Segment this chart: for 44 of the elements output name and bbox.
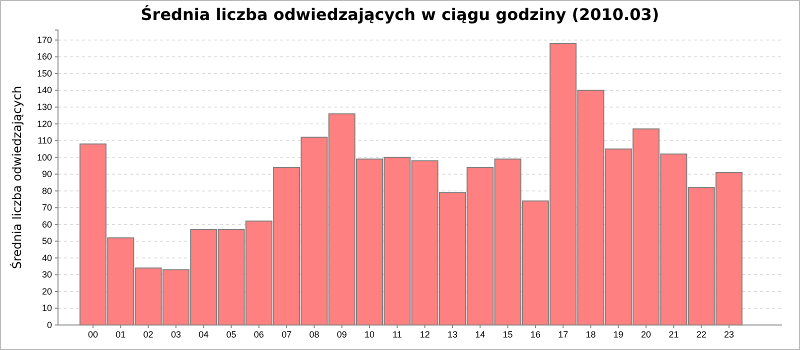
y-tick-label: 130 bbox=[36, 102, 52, 112]
y-tick-label: 90 bbox=[42, 169, 52, 180]
x-tick-label: 05 bbox=[226, 329, 236, 340]
x-tick-label: 13 bbox=[447, 329, 458, 340]
y-tick-label: 0 bbox=[46, 320, 52, 330]
x-tick-label: 00 bbox=[88, 329, 98, 340]
x-tick-label: 20 bbox=[641, 329, 652, 340]
y-tick-label: 70 bbox=[42, 202, 52, 213]
y-tick-label: 30 bbox=[42, 270, 52, 280]
y-tick-label: 120 bbox=[36, 118, 52, 129]
x-tick-label: 14 bbox=[475, 329, 486, 340]
y-tick-label: 50 bbox=[42, 236, 52, 246]
x-tick-label: 22 bbox=[696, 329, 706, 340]
x-tick-label: 08 bbox=[309, 329, 320, 340]
y-tick-label: 140 bbox=[36, 85, 52, 96]
x-tick-label: 09 bbox=[336, 329, 347, 340]
x-tick-label: 16 bbox=[530, 329, 540, 340]
y-tick-label: 170 bbox=[36, 34, 52, 45]
x-tick-label: 10 bbox=[364, 329, 375, 340]
y-tick-label: 150 bbox=[36, 68, 52, 78]
x-tick-label: 23 bbox=[724, 329, 734, 340]
y-tick-label: 100 bbox=[36, 152, 52, 162]
x-tick-label: 01 bbox=[116, 329, 126, 340]
y-axis-title: Średnia liczba odwiedzających bbox=[9, 86, 24, 270]
y-tick-label: 10 bbox=[42, 303, 52, 314]
x-tick-label: 18 bbox=[586, 329, 596, 340]
x-tick-label: 15 bbox=[502, 329, 513, 340]
x-tick-label: 21 bbox=[668, 329, 679, 340]
y-tick-label: 110 bbox=[38, 136, 52, 146]
y-tick-label: 20 bbox=[42, 286, 52, 296]
x-tick-label: 07 bbox=[282, 329, 292, 340]
chart-title: Średnia liczba odwiedzających w ciągu godziny (2010.03) bbox=[140, 5, 660, 24]
x-tick-label: 06 bbox=[254, 329, 264, 340]
x-tick-label: 02 bbox=[143, 329, 154, 340]
x-tick-label: 12 bbox=[420, 329, 430, 340]
y-tick-label: 40 bbox=[42, 252, 52, 263]
x-tick-label: 19 bbox=[613, 329, 624, 340]
x-tick-label: 04 bbox=[198, 329, 209, 340]
y-tick-label: 80 bbox=[42, 186, 52, 196]
x-tick-label: 11 bbox=[392, 329, 402, 340]
y-tick-label: 160 bbox=[36, 52, 52, 62]
y-tick-label: 60 bbox=[42, 219, 52, 230]
x-tick-label: 03 bbox=[170, 329, 181, 340]
x-tick-label: 17 bbox=[558, 329, 568, 340]
